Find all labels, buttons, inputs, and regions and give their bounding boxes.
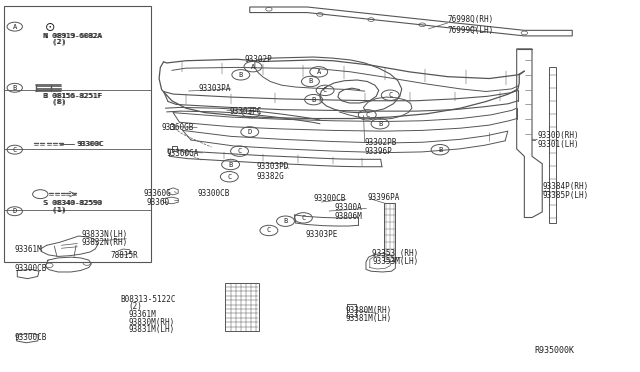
Text: 93360GA: 93360GA	[167, 149, 199, 158]
Text: A: A	[13, 24, 17, 30]
Text: 93353 (RH): 93353 (RH)	[372, 249, 419, 258]
Text: 93303PC: 93303PC	[229, 108, 262, 116]
Text: 93381M(LH): 93381M(LH)	[346, 314, 392, 323]
Text: 93303PE: 93303PE	[306, 230, 339, 239]
Text: B: B	[438, 147, 442, 153]
Text: 93361M: 93361M	[15, 244, 42, 253]
Text: 76998Q(RH): 76998Q(RH)	[448, 15, 494, 24]
Text: A: A	[251, 64, 255, 70]
Text: 93300CB: 93300CB	[197, 189, 230, 198]
Text: (8): (8)	[43, 99, 65, 106]
Text: 93384P(RH): 93384P(RH)	[542, 182, 589, 191]
Text: 93385P(LH): 93385P(LH)	[542, 191, 589, 200]
Text: 93300(RH): 93300(RH)	[537, 131, 579, 141]
Text: 93302PB: 93302PB	[365, 138, 397, 147]
Text: 93360GB: 93360GB	[162, 123, 194, 132]
Text: 93300C: 93300C	[77, 141, 104, 147]
Text: 93300CB: 93300CB	[15, 333, 47, 343]
Text: (2): (2)	[44, 39, 67, 45]
Text: (2): (2)	[43, 39, 65, 45]
Text: A: A	[317, 69, 321, 75]
Text: 93396P: 93396P	[365, 147, 392, 156]
Text: B: B	[378, 121, 382, 127]
Text: 93353M(LH): 93353M(LH)	[372, 257, 419, 266]
Text: 93361M: 93361M	[129, 311, 156, 320]
Text: R935000K: R935000K	[534, 346, 574, 355]
Text: 93831M(LH): 93831M(LH)	[129, 325, 175, 334]
Text: B: B	[284, 218, 287, 224]
Text: 93833N(LH): 93833N(LH)	[81, 230, 127, 240]
Text: C: C	[13, 147, 17, 153]
Text: B: B	[228, 161, 233, 167]
Text: (2): (2)	[129, 302, 142, 311]
Text: S 08340-82590: S 08340-82590	[43, 200, 101, 206]
Text: 93302P: 93302P	[244, 55, 273, 64]
Text: (8): (8)	[44, 99, 67, 106]
Text: C: C	[388, 92, 392, 98]
Text: B: B	[312, 97, 316, 103]
Text: 93380M(RH): 93380M(RH)	[346, 306, 392, 315]
Text: C: C	[227, 174, 232, 180]
Text: (1): (1)	[44, 206, 67, 213]
Text: 93300A: 93300A	[334, 203, 362, 212]
Text: 93396PA: 93396PA	[367, 193, 399, 202]
FancyBboxPatch shape	[4, 6, 151, 262]
Text: 93300CB: 93300CB	[314, 195, 346, 203]
Text: 93832N(RH): 93832N(RH)	[81, 238, 127, 247]
Text: 93303PA: 93303PA	[198, 84, 231, 93]
Text: 93300C: 93300C	[76, 141, 103, 147]
Text: B: B	[239, 72, 243, 78]
Text: 93301(LH): 93301(LH)	[537, 140, 579, 149]
Text: C: C	[249, 110, 253, 116]
Text: 93360G: 93360G	[144, 189, 172, 198]
Text: 93303PD: 93303PD	[256, 162, 289, 171]
Text: N 08919-6082A: N 08919-6082A	[43, 33, 101, 39]
Text: B 08156-8251F: B 08156-8251F	[43, 93, 101, 99]
Text: (1): (1)	[43, 206, 65, 213]
Text: D: D	[13, 208, 17, 214]
Text: B: B	[308, 78, 312, 84]
Text: ⊙: ⊙	[45, 21, 56, 34]
Text: C: C	[237, 148, 242, 154]
Text: S 08340-82590: S 08340-82590	[44, 200, 102, 206]
Text: C: C	[301, 215, 305, 221]
Text: C: C	[365, 112, 369, 118]
Text: 93382G: 93382G	[256, 172, 284, 181]
Text: 93806M: 93806M	[334, 212, 362, 221]
Text: N 08919-6082A: N 08919-6082A	[44, 33, 102, 39]
Text: B08313-5122C: B08313-5122C	[121, 295, 176, 304]
Text: C: C	[267, 227, 271, 234]
Text: 93830M(RH): 93830M(RH)	[129, 318, 175, 327]
Text: 93360: 93360	[147, 198, 170, 207]
Text: C: C	[323, 87, 327, 93]
Text: B 08156-8251F: B 08156-8251F	[44, 93, 102, 99]
Text: D: D	[248, 129, 252, 135]
Text: 93300CB: 93300CB	[15, 264, 47, 273]
Text: 78815R: 78815R	[111, 251, 138, 260]
Text: B: B	[13, 85, 17, 91]
Text: 76999Q(LH): 76999Q(LH)	[448, 26, 494, 35]
